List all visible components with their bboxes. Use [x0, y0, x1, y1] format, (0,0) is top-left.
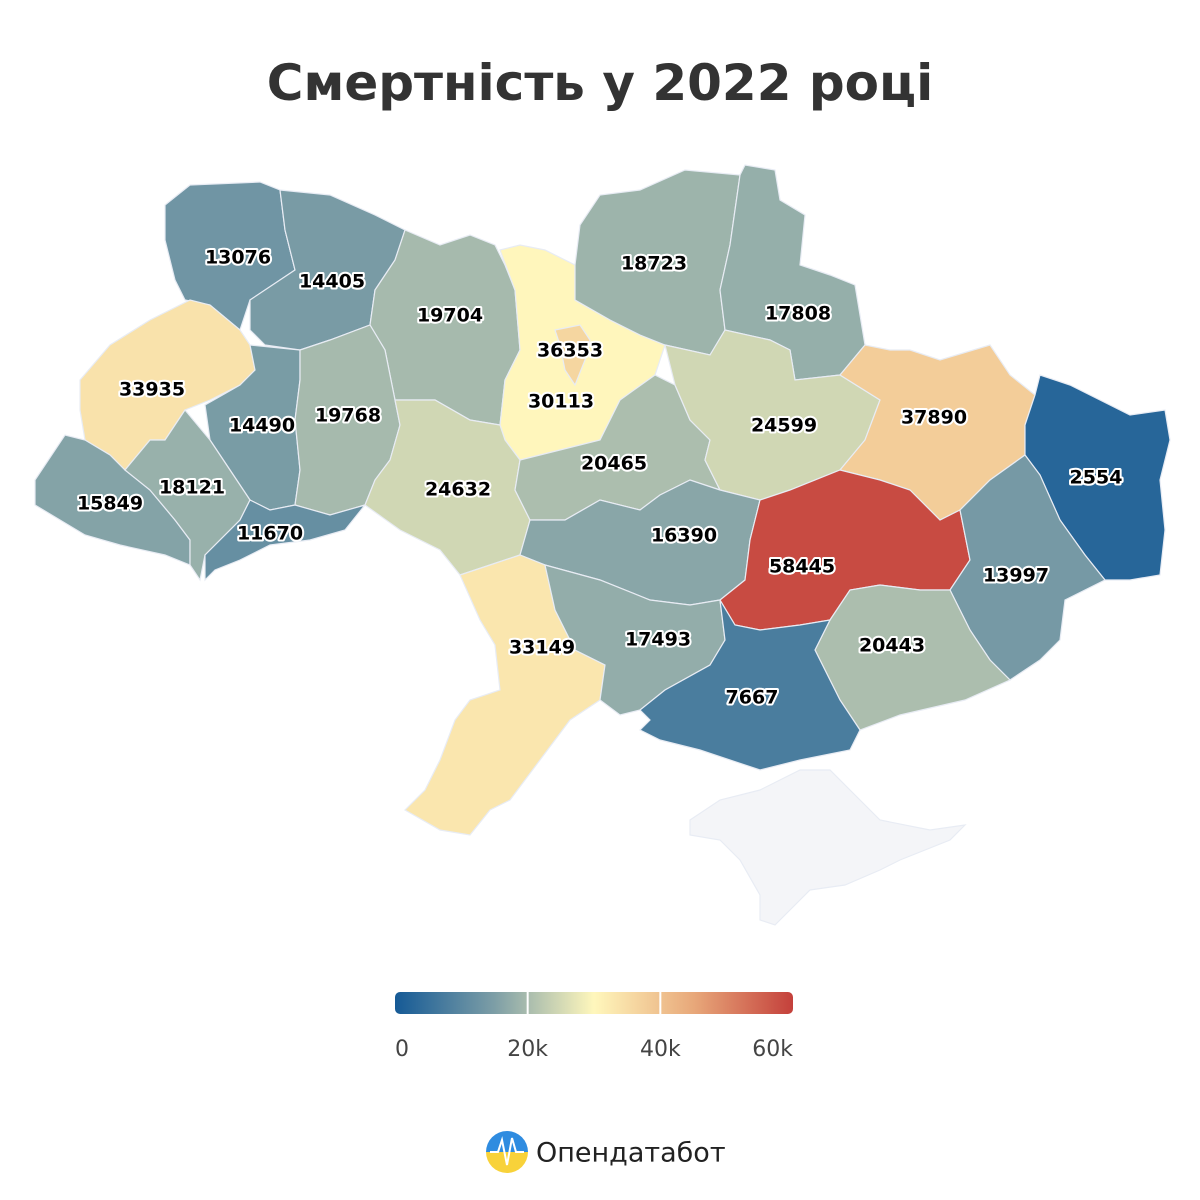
value-label: 18723	[621, 253, 687, 275]
value-label: 11670	[237, 523, 303, 545]
value-label: 7667	[726, 687, 779, 709]
value-label: 17808	[765, 303, 831, 325]
value-label: 33149	[509, 637, 575, 659]
value-label: 15849	[77, 493, 143, 515]
value-label: 2554	[1070, 467, 1123, 489]
brand: Опендатабот	[536, 1138, 726, 1169]
region	[554, 324, 591, 387]
color-bar	[395, 992, 793, 1014]
value-label: 18121	[159, 477, 225, 499]
value-label: 19768	[315, 405, 381, 427]
value-label: 20443	[859, 635, 925, 657]
value-label: 24599	[751, 415, 817, 437]
value-label: 30113	[528, 391, 594, 413]
crimea	[689, 769, 967, 926]
region	[204, 499, 367, 582]
value-label: 58445	[769, 556, 835, 578]
value-label: 37890	[901, 407, 967, 429]
brand-logo: Опендатабот	[486, 1131, 726, 1173]
value-label: 16390	[651, 525, 717, 547]
value-label: 14405	[299, 271, 365, 293]
tick-label: 20k	[507, 1037, 548, 1062]
value-label: 14490	[229, 415, 295, 437]
tick-label: 0	[395, 1037, 409, 1062]
value-label: 20465	[581, 453, 647, 475]
labels: 13076 14405 19704 30113 36353 18723 17808 33935…	[75, 245, 1125, 711]
tick-label: 60k	[752, 1037, 793, 1062]
title: Смертність у 2022 році	[267, 54, 933, 112]
value-label: 24632	[425, 479, 491, 501]
value-label: 36353	[537, 340, 603, 362]
logo-pulse	[490, 1136, 524, 1166]
legend: 0 20k 40k 60k	[395, 992, 793, 1062]
region	[638, 599, 861, 771]
logo-icon	[486, 1131, 528, 1173]
value-label: 19704	[417, 305, 483, 327]
value-label: 13997	[983, 565, 1049, 587]
value-label: 17493	[625, 629, 691, 651]
region	[1024, 374, 1171, 581]
map	[34, 164, 1171, 926]
value-label: 13076	[205, 247, 271, 269]
tick-label: 40k	[640, 1037, 681, 1062]
value-label: 33935	[119, 379, 185, 401]
